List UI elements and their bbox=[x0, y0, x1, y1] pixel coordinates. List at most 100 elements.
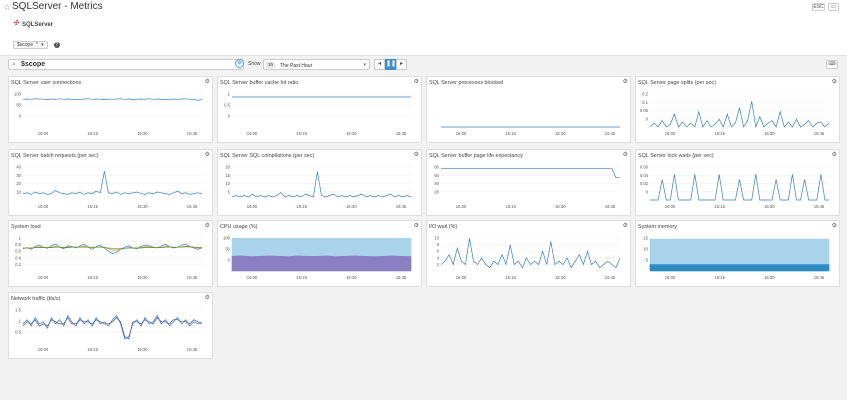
metric-widget[interactable]: I/O wait (%) ⚙ 10 8 6 4 2 16:00 16:15 16:30 16:45 bbox=[426, 220, 631, 287]
y-tick-label: 2 bbox=[437, 262, 440, 267]
widget-settings-icon[interactable]: ⚙ bbox=[831, 152, 837, 158]
widget-chart: 10.8 0.60.4 0.2 16:00 16:15 16:30 16:45 bbox=[15, 236, 203, 280]
keyboard-shortcuts-icon[interactable]: ⌨ bbox=[826, 60, 838, 69]
x-tick-label: 16:30 bbox=[555, 275, 566, 280]
series-area bbox=[649, 238, 830, 272]
widget-settings-icon[interactable]: ⚙ bbox=[204, 295, 210, 301]
dashboard-header: ☆ SQLServer - Metrics ESC ▭ ✣ SQLServer … bbox=[0, 0, 847, 56]
metric-widget[interactable]: SQL Server processes blocked ⚙ 16:00 16:15 1… bbox=[426, 76, 631, 143]
favorite-star-icon[interactable]: ☆ bbox=[3, 2, 12, 12]
y-tick-label: 0.5 bbox=[224, 103, 230, 108]
help-icon[interactable]: ? bbox=[53, 42, 60, 48]
widget-chart: 1 0.5 0 16:00 16:15 16:30 16:45 bbox=[224, 92, 411, 136]
y-tick-label: 0.4 bbox=[15, 255, 21, 260]
metric-widget[interactable]: System memory ⚙ 15 10 5 16:00 16:15 16:30 16:45 bbox=[635, 220, 840, 287]
forward-button[interactable]: ▸ bbox=[396, 59, 407, 70]
x-tick-label: 16:15 bbox=[505, 131, 516, 136]
widget-settings-icon[interactable]: ⚙ bbox=[622, 79, 628, 85]
template-variable-name: $scope bbox=[17, 42, 34, 48]
x-tick-label: 16:30 bbox=[764, 204, 775, 209]
y-tick-label: 0.04 bbox=[640, 173, 649, 178]
y-tick-label: 0.02 bbox=[640, 181, 649, 186]
widget-title: SQL Server user connections bbox=[11, 80, 82, 86]
metric-widget[interactable]: Network traffic (kb/s) ⚙ 1.5 1 0.5 16:00 16:15… bbox=[8, 292, 213, 359]
x-tick-label: 16:00 bbox=[456, 131, 467, 136]
esc-button[interactable]: ESC bbox=[812, 3, 825, 11]
series-line bbox=[23, 246, 203, 250]
widget-chart: 15 10 5 16:00 16:15 16:30 16:45 bbox=[643, 236, 830, 280]
y-tick-label: 1 bbox=[19, 236, 22, 241]
series-line bbox=[22, 243, 203, 255]
x-tick-label: 16:00 bbox=[665, 131, 676, 136]
widget-chart: 100 50 0 16:00 16:15 16:30 16:45 bbox=[14, 92, 203, 136]
rewind-button[interactable]: ◂ bbox=[374, 59, 385, 70]
x-tick-label: 16:30 bbox=[555, 204, 566, 209]
tv-mode-icon[interactable]: ▭ bbox=[828, 3, 839, 11]
metric-widget[interactable]: SQL Server buffer page life expectancy ⚙ 8… bbox=[426, 149, 631, 216]
series-line bbox=[231, 171, 412, 198]
search-input[interactable]: ⌕ $scope ⊗ bbox=[8, 59, 244, 70]
metric-widget[interactable]: SQL Server SQL compilations (per sec) ⚙ 20… bbox=[217, 149, 422, 216]
y-tick-label: 0 bbox=[646, 116, 649, 121]
y-tick-label: 10 bbox=[225, 181, 230, 186]
x-tick-label: 16:00 bbox=[247, 204, 258, 209]
series-line bbox=[441, 168, 620, 179]
widget-settings-icon[interactable]: ⚙ bbox=[831, 223, 837, 229]
widget-settings-icon[interactable]: ⚙ bbox=[831, 79, 837, 85]
widget-settings-icon[interactable]: ⚙ bbox=[622, 152, 628, 158]
x-tick-label: 16:15 bbox=[87, 204, 98, 209]
widget-settings-icon[interactable]: ⚙ bbox=[413, 152, 419, 158]
metric-widget[interactable]: SQL Server user connections ⚙ 100 50 0 16:00 1… bbox=[8, 76, 213, 143]
x-tick-label: 16:00 bbox=[456, 204, 467, 209]
metric-widget[interactable]: System load ⚙ 1 0.8 0.6 0.4 0.2 16:00 16:15 16:30… bbox=[8, 220, 213, 287]
widget-chart: 80 60 40 20 16:00 16:15 16:30 16:45 bbox=[434, 165, 620, 209]
x-tick-label: 16:15 bbox=[296, 275, 307, 280]
series-line bbox=[649, 101, 830, 129]
y-tick-label: 0.1 bbox=[642, 100, 648, 105]
x-tick-label: 16:30 bbox=[137, 204, 148, 209]
x-tick-label: 16:45 bbox=[814, 275, 825, 280]
x-tick-label: 16:45 bbox=[187, 275, 198, 280]
search-icon: ⌕ bbox=[12, 61, 16, 68]
widget-settings-icon[interactable]: ⚙ bbox=[204, 152, 210, 158]
widget-settings-icon[interactable]: ⚙ bbox=[204, 79, 210, 85]
x-tick-label: 16:00 bbox=[247, 275, 258, 280]
widget-settings-icon[interactable]: ⚙ bbox=[413, 79, 419, 85]
x-tick-label: 16:30 bbox=[346, 204, 357, 209]
series-line bbox=[22, 98, 203, 101]
widget-title: System memory bbox=[638, 224, 677, 230]
y-tick-label: 6 bbox=[437, 249, 440, 254]
widget-settings-icon[interactable]: ⚙ bbox=[622, 223, 628, 229]
x-tick-label: 16:00 bbox=[38, 131, 49, 136]
y-tick-label: 10 bbox=[434, 236, 439, 241]
search-settings-icon[interactable]: ⚙ bbox=[235, 59, 244, 68]
y-tick-label: 10 bbox=[643, 247, 648, 252]
time-controls: ◂ ❚❚ ▸ bbox=[374, 59, 407, 70]
y-tick-label: 80 bbox=[434, 165, 439, 170]
pause-button[interactable]: ❚❚ bbox=[385, 59, 396, 70]
y-tick-label: 4 bbox=[437, 255, 440, 260]
widget-settings-icon[interactable]: ⚙ bbox=[413, 223, 419, 229]
widget-title: SQL Server processes blocked bbox=[429, 80, 504, 86]
x-tick-label: 16:15 bbox=[87, 347, 98, 352]
widget-settings-icon[interactable]: ⚙ bbox=[204, 223, 210, 229]
y-tick-label: 15 bbox=[643, 236, 648, 241]
y-tick-label: 50 bbox=[225, 247, 230, 252]
time-range-select[interactable]: 1h The Past Hour ▾ bbox=[263, 59, 370, 70]
x-tick-label: 16:45 bbox=[605, 204, 616, 209]
metric-widget[interactable]: SQL Server lock waits (per sec) ⚙ 0.06 0.04… bbox=[635, 149, 840, 216]
x-tick-label: 16:45 bbox=[814, 131, 825, 136]
template-variable-select[interactable]: $scope * ▾ bbox=[13, 41, 48, 49]
x-tick-label: 16:45 bbox=[396, 131, 407, 136]
metric-widget[interactable]: SQL Server page splits (per sec) ⚙ 0.2 0.1 0… bbox=[635, 76, 840, 143]
metric-widget[interactable]: CPU usage (%) ⚙ 100 50 0 16:00 16:15 16:30 16:45 bbox=[217, 220, 422, 287]
x-tick-label: 16:45 bbox=[187, 131, 198, 136]
metric-widget[interactable]: SQL Server batch requests (per sec) ⚙ 40 30… bbox=[8, 149, 213, 216]
metric-widget[interactable]: SQL Server buffer cache hit ratio ⚙ 1 0.5 0 1… bbox=[217, 76, 422, 143]
y-tick-label: 0 bbox=[228, 258, 231, 263]
x-tick-label: 16:15 bbox=[714, 275, 725, 280]
dashboard-title[interactable]: SQLServer - Metrics bbox=[12, 1, 103, 12]
widget-chart: 20 15 10 5 16:00 16:15 16:30 16:45 bbox=[225, 165, 412, 209]
x-tick-label: 16:30 bbox=[137, 131, 148, 136]
y-tick-label: 10 bbox=[16, 189, 21, 194]
